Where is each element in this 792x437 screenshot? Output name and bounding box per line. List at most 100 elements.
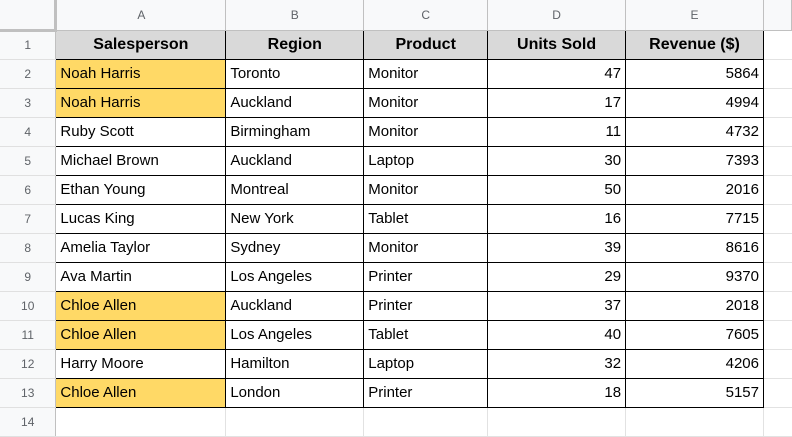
revenue-cell[interactable]: 8616 bbox=[625, 233, 764, 263]
region-cell[interactable]: Auckland bbox=[225, 291, 365, 321]
header-cell-salesperson[interactable]: Salesperson bbox=[55, 30, 227, 60]
salesperson-cell[interactable]: Harry Moore bbox=[55, 349, 227, 379]
units-sold-cell[interactable]: 40 bbox=[487, 320, 627, 350]
revenue-cell[interactable]: 9370 bbox=[625, 262, 764, 292]
region-cell[interactable]: Auckland bbox=[225, 146, 365, 176]
empty-cell[interactable] bbox=[225, 407, 365, 437]
empty-cell[interactable] bbox=[763, 117, 792, 147]
region-cell[interactable]: Toronto bbox=[225, 59, 365, 89]
product-cell[interactable]: Monitor bbox=[363, 175, 489, 205]
units-sold-cell[interactable]: 16 bbox=[487, 204, 627, 234]
row-number[interactable]: 2 bbox=[0, 59, 57, 89]
units-sold-cell[interactable]: 30 bbox=[487, 146, 627, 176]
region-cell[interactable]: Montreal bbox=[225, 175, 365, 205]
salesperson-cell[interactable]: Lucas King bbox=[55, 204, 227, 234]
revenue-cell[interactable]: 4206 bbox=[625, 349, 764, 379]
product-cell[interactable]: Monitor bbox=[363, 59, 489, 89]
empty-cell[interactable] bbox=[763, 262, 792, 292]
empty-cell[interactable] bbox=[763, 146, 792, 176]
row-number[interactable]: 10 bbox=[0, 291, 57, 321]
revenue-cell[interactable]: 5864 bbox=[625, 59, 764, 89]
empty-cell[interactable] bbox=[763, 88, 792, 118]
region-cell[interactable]: Los Angeles bbox=[225, 320, 365, 350]
region-cell[interactable]: Los Angeles bbox=[225, 262, 365, 292]
header-cell-product[interactable]: Product bbox=[363, 30, 489, 60]
row-number[interactable]: 4 bbox=[0, 117, 57, 147]
salesperson-cell[interactable]: Noah Harris bbox=[55, 59, 227, 89]
salesperson-cell[interactable]: Ava Martin bbox=[55, 262, 227, 292]
header-cell-revenue[interactable]: Revenue ($) bbox=[625, 30, 764, 60]
salesperson-cell[interactable]: Ethan Young bbox=[55, 175, 227, 205]
column-header-c[interactable]: C bbox=[363, 0, 489, 31]
empty-cell[interactable] bbox=[763, 320, 792, 350]
salesperson-cell[interactable]: Chloe Allen bbox=[55, 291, 227, 321]
product-cell[interactable]: Tablet bbox=[363, 204, 489, 234]
units-sold-cell[interactable]: 17 bbox=[487, 88, 627, 118]
row-number[interactable]: 14 bbox=[0, 407, 57, 437]
units-sold-cell[interactable]: 32 bbox=[487, 349, 627, 379]
product-cell[interactable]: Monitor bbox=[363, 233, 489, 263]
salesperson-cell[interactable]: Chloe Allen bbox=[55, 378, 227, 408]
empty-cell[interactable] bbox=[625, 407, 764, 437]
empty-cell[interactable] bbox=[763, 378, 792, 408]
units-sold-cell[interactable]: 39 bbox=[487, 233, 627, 263]
empty-cell[interactable] bbox=[763, 30, 792, 60]
units-sold-cell[interactable]: 29 bbox=[487, 262, 627, 292]
revenue-cell[interactable]: 7715 bbox=[625, 204, 764, 234]
revenue-cell[interactable]: 2018 bbox=[625, 291, 764, 321]
units-sold-cell[interactable]: 11 bbox=[487, 117, 627, 147]
region-cell[interactable]: Hamilton bbox=[225, 349, 365, 379]
units-sold-cell[interactable]: 50 bbox=[487, 175, 627, 205]
empty-cell[interactable] bbox=[763, 407, 792, 437]
product-cell[interactable]: Printer bbox=[363, 378, 489, 408]
revenue-cell[interactable]: 7393 bbox=[625, 146, 764, 176]
row-number[interactable]: 6 bbox=[0, 175, 57, 205]
empty-cell[interactable] bbox=[763, 59, 792, 89]
empty-cell[interactable] bbox=[763, 291, 792, 321]
units-sold-cell[interactable]: 37 bbox=[487, 291, 627, 321]
product-cell[interactable]: Tablet bbox=[363, 320, 489, 350]
header-cell-region[interactable]: Region bbox=[225, 30, 365, 60]
revenue-cell[interactable]: 7605 bbox=[625, 320, 764, 350]
row-number[interactable]: 1 bbox=[0, 30, 57, 60]
product-cell[interactable]: Laptop bbox=[363, 349, 489, 379]
product-cell[interactable]: Printer bbox=[363, 291, 489, 321]
select-all-corner[interactable] bbox=[0, 0, 58, 32]
empty-cell[interactable] bbox=[763, 233, 792, 263]
revenue-cell[interactable]: 4732 bbox=[625, 117, 764, 147]
row-number[interactable]: 8 bbox=[0, 233, 57, 263]
column-header-f[interactable] bbox=[763, 0, 792, 31]
row-number[interactable]: 7 bbox=[0, 204, 57, 234]
empty-cell[interactable] bbox=[763, 204, 792, 234]
empty-cell[interactable] bbox=[487, 407, 627, 437]
row-number[interactable]: 12 bbox=[0, 349, 57, 379]
row-number[interactable]: 9 bbox=[0, 262, 57, 292]
salesperson-cell[interactable]: Chloe Allen bbox=[55, 320, 227, 350]
row-number[interactable]: 3 bbox=[0, 88, 57, 118]
revenue-cell[interactable]: 4994 bbox=[625, 88, 764, 118]
revenue-cell[interactable]: 5157 bbox=[625, 378, 764, 408]
header-cell-units-sold[interactable]: Units Sold bbox=[487, 30, 627, 60]
row-number[interactable]: 5 bbox=[0, 146, 57, 176]
row-number[interactable]: 13 bbox=[0, 378, 57, 408]
product-cell[interactable]: Laptop bbox=[363, 146, 489, 176]
product-cell[interactable]: Monitor bbox=[363, 117, 489, 147]
region-cell[interactable]: New York bbox=[225, 204, 365, 234]
region-cell[interactable]: Auckland bbox=[225, 88, 365, 118]
empty-cell[interactable] bbox=[763, 349, 792, 379]
salesperson-cell[interactable]: Michael Brown bbox=[55, 146, 227, 176]
salesperson-cell[interactable]: Amelia Taylor bbox=[55, 233, 227, 263]
region-cell[interactable]: London bbox=[225, 378, 365, 408]
column-header-b[interactable]: B bbox=[225, 0, 365, 31]
empty-cell[interactable] bbox=[363, 407, 489, 437]
salesperson-cell[interactable]: Noah Harris bbox=[55, 88, 227, 118]
product-cell[interactable]: Monitor bbox=[363, 88, 489, 118]
units-sold-cell[interactable]: 18 bbox=[487, 378, 627, 408]
region-cell[interactable]: Sydney bbox=[225, 233, 365, 263]
column-header-d[interactable]: D bbox=[487, 0, 627, 31]
column-header-a[interactable]: A bbox=[55, 0, 227, 31]
product-cell[interactable]: Printer bbox=[363, 262, 489, 292]
revenue-cell[interactable]: 2016 bbox=[625, 175, 764, 205]
empty-cell[interactable] bbox=[763, 175, 792, 205]
units-sold-cell[interactable]: 47 bbox=[487, 59, 627, 89]
